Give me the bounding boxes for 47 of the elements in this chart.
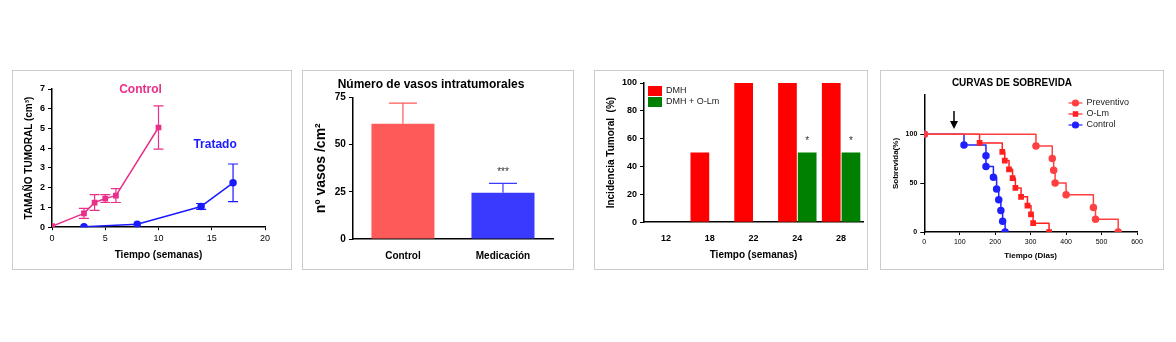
x-axis-title: Tiempo (semanas) xyxy=(709,248,798,260)
y-tick-label: 3 xyxy=(39,162,46,173)
y-tick-label: 5 xyxy=(39,122,46,133)
y-tick-label: 75 xyxy=(334,91,347,103)
chart-title: CURVAS DE SOBREVIDA xyxy=(951,76,1073,88)
legend-label: Control xyxy=(1086,119,1116,130)
x-tick-label: 5 xyxy=(102,233,108,244)
legend-label: DMH + O-Lm xyxy=(666,96,720,107)
annotation: * xyxy=(849,135,853,147)
y-axis-title: nº vasos /cm² xyxy=(312,122,329,214)
annotation: * xyxy=(805,135,810,147)
y-axis-title: Incidencia Tumoral (%) xyxy=(604,96,616,209)
y-tick-label: 2 xyxy=(39,182,46,193)
x-tick-label: 18 xyxy=(704,233,715,244)
x-tick-label: 20 xyxy=(259,233,271,244)
y-tick-label: 25 xyxy=(334,185,347,197)
x-tick-label: 15 xyxy=(206,233,217,244)
x-tick-label: 12 xyxy=(660,233,671,244)
x-tick-label: 10 xyxy=(153,233,164,244)
legend-label: O-Lm xyxy=(1086,108,1109,119)
y-tick-label: 100 xyxy=(621,77,638,88)
x-axis-title: Tiempo (Dias) xyxy=(1004,251,1058,261)
y-axis-title: TAMAÑO TUMORAL (cm³) xyxy=(21,96,34,220)
annotation: *** xyxy=(497,166,509,178)
x-tick-label: Medicación xyxy=(475,249,531,261)
y-tick-label: 80 xyxy=(627,105,638,116)
y-tick-label: 6 xyxy=(39,103,46,114)
chart-title: Número de vasos intratumorales xyxy=(337,76,525,91)
y-tick-label: 1 xyxy=(39,201,46,212)
y-tick-label: 20 xyxy=(627,188,638,199)
y-tick-label: 7 xyxy=(39,83,46,94)
y-tick-label: 0 xyxy=(632,216,638,227)
x-tick-label: 28 xyxy=(836,233,847,244)
y-tick-label: 50 xyxy=(334,138,347,150)
x-tick-label: 24 xyxy=(792,233,803,244)
y-axis-title: Sobrevida(%) xyxy=(891,137,900,190)
y-tick-label: 40 xyxy=(627,161,638,171)
legend-label: DMH xyxy=(666,85,687,96)
y-tick-label: 0 xyxy=(39,221,46,232)
y-tick-label: 4 xyxy=(39,142,46,153)
y-tick-label: 60 xyxy=(627,133,638,144)
text: Control xyxy=(119,81,162,96)
text: Tratado xyxy=(193,137,237,152)
legend-label: Preventivo xyxy=(1086,97,1130,108)
x-tick-label: 22 xyxy=(748,233,759,244)
x-axis-title: Tiempo (semanas) xyxy=(114,248,203,260)
x-tick-label: 0 xyxy=(49,233,55,244)
